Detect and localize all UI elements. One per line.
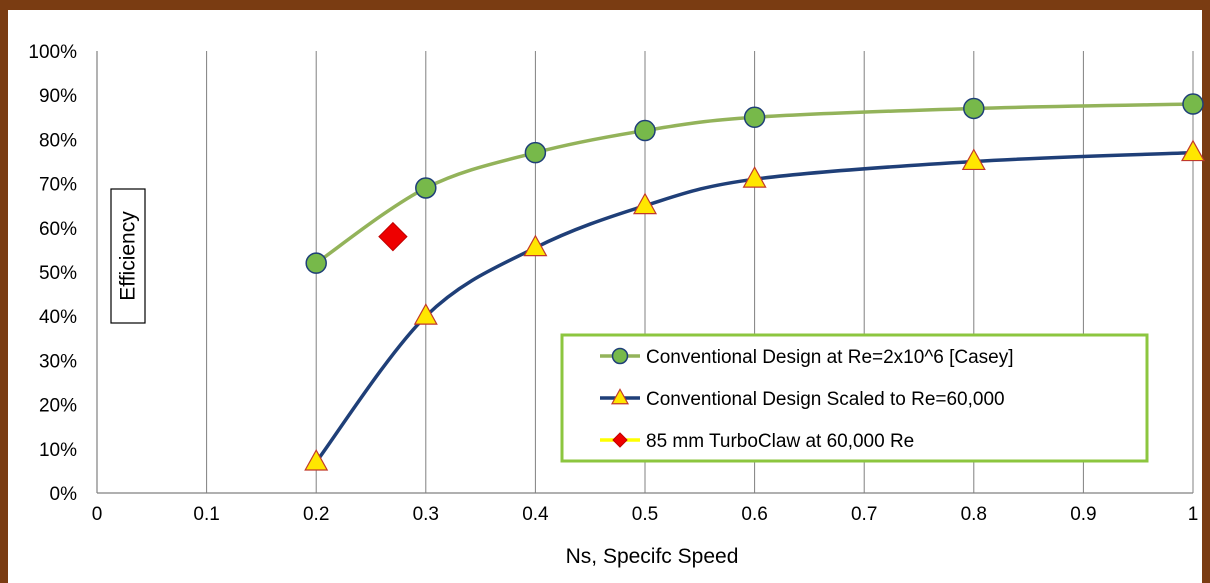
- series-2: [378, 221, 408, 252]
- series-layer: [304, 93, 1206, 471]
- x-axis-title: Ns, Specifc Speed: [566, 545, 739, 568]
- y-tick-label: 100%: [28, 42, 77, 63]
- legend: Conventional Design at Re=2x10^6 [Casey]…: [560, 333, 1149, 463]
- series-1-point: [961, 148, 986, 171]
- x-tick-label: 0.6: [741, 504, 767, 525]
- legend-entry-2: 85 mm TurboClaw at 60,000 Re: [600, 431, 914, 452]
- x-tick-label: 0.4: [522, 504, 549, 525]
- legend-entries: Conventional Design at Re=2x10^6 [Casey]…: [600, 347, 1014, 452]
- x-tick-label: 0.7: [851, 504, 877, 525]
- y-tick-label: 20%: [39, 396, 77, 417]
- series-0-point: [524, 141, 547, 164]
- axes: [96, 51, 1193, 494]
- x-tick-label: 0.3: [413, 504, 439, 525]
- legend-label: Conventional Design at Re=2x10^6 [Casey]: [646, 347, 1014, 368]
- y-tick-label: 50%: [39, 263, 77, 284]
- legend-label: 85 mm TurboClaw at 60,000 Re: [646, 431, 914, 452]
- legend-entry-0: Conventional Design at Re=2x10^6 [Casey]: [600, 347, 1014, 368]
- series-0: [305, 93, 1204, 274]
- series-1-point: [413, 303, 438, 325]
- legend-swatch-marker: [611, 347, 629, 365]
- tick-labels: 0 0.1 0.2 0.3 0.4 0.5 0.6 0.7 0.8 0.9 10%10%20%30%…: [28, 42, 1198, 525]
- legend-swatch-marker: [612, 432, 628, 448]
- series-1-point: [742, 166, 767, 188]
- x-tick-label: 0.5: [632, 504, 658, 525]
- x-tick-label: 0.8: [961, 504, 987, 525]
- series-0-point: [415, 177, 437, 199]
- series-0-point: [305, 252, 327, 274]
- y-axis-title-border: [110, 188, 146, 324]
- y-axis-title: Efficiency: [117, 211, 140, 301]
- y-tick-label: 60%: [39, 219, 77, 240]
- legend-entry-1: Conventional Design Scaled to Re=60,000: [600, 388, 1005, 410]
- y-tick-label: 70%: [39, 175, 77, 196]
- legend-label: Conventional Design Scaled to Re=60,000: [646, 389, 1005, 410]
- y-tick-label: 80%: [39, 130, 77, 151]
- series-0-point: [1182, 93, 1204, 115]
- series-1: [304, 139, 1206, 471]
- y-axis-title-box: Efficiency: [110, 188, 146, 324]
- series-2-point: [378, 221, 408, 252]
- x-tick-label: 0: [92, 504, 103, 525]
- y-tick-label: 30%: [39, 351, 77, 372]
- legend-box: [560, 333, 1149, 463]
- series-0-point: [963, 97, 985, 120]
- x-tick-label: 1: [1188, 504, 1199, 525]
- y-tick-label: 10%: [39, 440, 77, 461]
- series-1-point: [304, 448, 329, 471]
- x-tick-label: 0.2: [303, 504, 329, 525]
- y-tick-label: 0%: [50, 484, 78, 505]
- x-tick-label: 0.9: [1070, 504, 1096, 525]
- y-tick-label: 40%: [39, 307, 77, 328]
- series-1-point: [1180, 139, 1206, 162]
- series-0-point: [743, 106, 766, 129]
- series-1-point: [523, 234, 548, 257]
- series-0-point: [634, 119, 656, 142]
- y-tick-label: 90%: [39, 86, 77, 107]
- x-tick-label: 0.1: [193, 504, 219, 525]
- legend-swatch-marker: [610, 388, 630, 405]
- series-1-point: [632, 192, 658, 215]
